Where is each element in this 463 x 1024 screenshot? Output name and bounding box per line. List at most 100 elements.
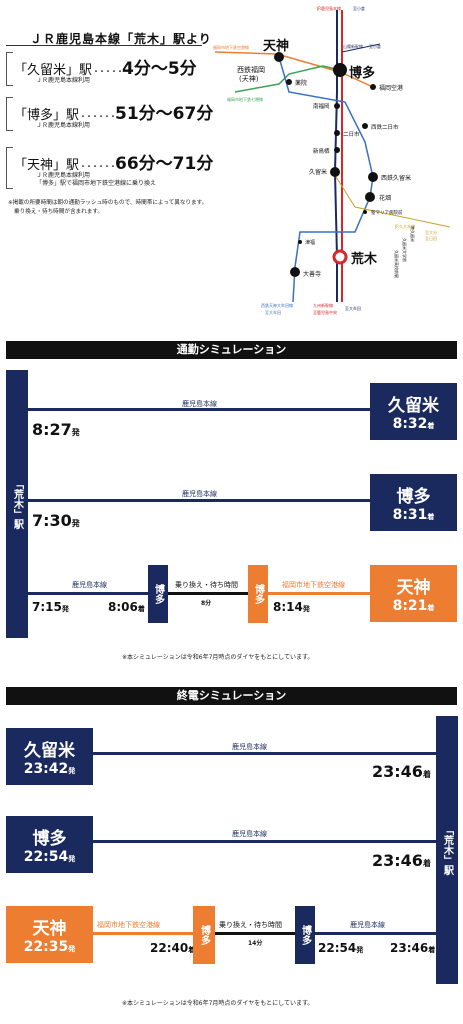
arrive-suffix: 着 bbox=[427, 513, 435, 521]
map-label-nishitetsu-line: 西鉄天神大牟田線 bbox=[261, 302, 293, 308]
map-label-hanabatake: 花畑 bbox=[379, 194, 391, 202]
map-label-nishitetsu-fukuoka-sub: (天神) bbox=[239, 74, 259, 83]
map-label-airport: 福岡空港 bbox=[379, 84, 403, 92]
commute-heading: 通勤シミュレーション bbox=[6, 341, 457, 359]
route-note-transfer: 「博多」駅で福岡市地下鉄空港線に乗り換え bbox=[36, 180, 157, 187]
depart-time: 8:14 bbox=[273, 600, 303, 614]
last-train-heading: 終電シミュレーション bbox=[6, 687, 457, 705]
map-label-subway-nanakuma: 福岡市地下鉄七隈線 bbox=[227, 96, 263, 102]
last-row3-wait-time: 14分 bbox=[248, 940, 263, 947]
map-label-jr-line: JR鹿児島本線 bbox=[316, 5, 341, 11]
origin-name: 天神 bbox=[32, 919, 67, 939]
arrive-time: 8:21 bbox=[392, 598, 428, 614]
last-row1-line-label: 鹿児島本線 bbox=[232, 743, 267, 751]
map-label-minami-kurume: 南久留米 bbox=[410, 226, 416, 242]
depart-time: 7:30 bbox=[32, 511, 72, 530]
route-time: 4分～5分 bbox=[122, 59, 197, 79]
route-bracket bbox=[6, 97, 13, 131]
map-label-to-kokura2: 至小倉 bbox=[369, 43, 381, 49]
last-train-dest-label: 「荒木」駅 bbox=[441, 825, 453, 875]
last-row3-wait-line bbox=[215, 932, 295, 935]
commute-row2-line-label: 鹿児島本線 bbox=[182, 490, 217, 498]
origin-name: 博多 bbox=[32, 829, 67, 849]
map-label-yakuin: 薬院 bbox=[295, 79, 307, 87]
arrive-suffix: 着 bbox=[422, 770, 431, 779]
commute-row2-line bbox=[28, 499, 370, 502]
route-dots: ・・・・・ bbox=[92, 67, 124, 76]
commute-row3-wait-line bbox=[168, 592, 248, 595]
commute-origin-label: 「荒木」駅 bbox=[11, 479, 23, 529]
arrive-suffix: 着 bbox=[188, 946, 196, 954]
route-disclaimer: ※掲載の所要時間は朝の通勤ラッシュ時のもので、時間帯によって異なります。 bbox=[8, 200, 208, 206]
route-station: 「天神」駅 bbox=[14, 158, 80, 173]
route-dots: ・・・・・・ bbox=[79, 162, 117, 171]
origin-name: 久留米 bbox=[24, 741, 75, 761]
route-station: 「博多」駅 bbox=[14, 108, 80, 123]
commute-row3-transfer-station: 博多 bbox=[148, 565, 168, 623]
last-row3-arrive: 23:46着 bbox=[390, 941, 435, 955]
map-label-nishitetsu-omuta: 至大牟田 bbox=[265, 309, 281, 315]
map-label-subway-kuko: 福岡市地下鉄空港線 bbox=[213, 44, 249, 50]
route-note: ＪＲ鹿児島本線利用 bbox=[36, 172, 91, 179]
map-label-shintosu: 新鳥栖 bbox=[313, 147, 330, 155]
last-row3-line2-label: 鹿児島本線 bbox=[350, 921, 385, 929]
dest-arrive: 8:31着 bbox=[393, 507, 435, 523]
route-station: 「久留米」駅 bbox=[14, 63, 93, 78]
map-label-n-kurume: 西鉄久留米 bbox=[381, 174, 411, 182]
last-train-dest-station: 「荒木」駅 bbox=[436, 716, 458, 984]
map-label-daizenji: 大善寺 bbox=[303, 270, 321, 278]
map-station-futsukaichi bbox=[334, 130, 340, 136]
last-row2-line bbox=[93, 840, 436, 843]
commute-row1-dest: 久留米 8:32着 bbox=[370, 383, 457, 440]
commute-row3-line1-label: 鹿児島本線 bbox=[72, 581, 107, 589]
commute-row3-line1 bbox=[28, 592, 148, 595]
dest-name: 久留米 bbox=[388, 396, 439, 416]
map-station-araki bbox=[332, 249, 348, 265]
transfer-station-label: 博多 bbox=[152, 584, 164, 604]
map-line-sanyo bbox=[341, 43, 381, 53]
map-station-kurume bbox=[330, 167, 340, 177]
commute-row1-depart: 8:27発 bbox=[32, 420, 80, 439]
map-station-tsubuku bbox=[298, 240, 302, 244]
depart-time: 22:54 bbox=[318, 941, 357, 955]
commute-row3-wait-time: 8分 bbox=[201, 600, 212, 607]
last-row3-transfer-arrive: 22:40着 bbox=[150, 941, 195, 955]
origin-depart: 22:35発 bbox=[24, 939, 76, 955]
map-label-kyushu-shinkansen: 九州新幹線 bbox=[313, 302, 333, 308]
commute-row3-transfer-depart: 8:14発 bbox=[273, 600, 310, 614]
transfer-station-label: 博多 bbox=[299, 925, 311, 945]
last-row2-arrive: 23:46着 bbox=[372, 851, 431, 870]
depart-time: 22:35 bbox=[23, 939, 69, 955]
commute-row2-dest: 博多 8:31着 bbox=[370, 474, 457, 531]
map-line-nishitetsu bbox=[278, 56, 374, 303]
map-label-to-oita2: 至日田 bbox=[425, 236, 437, 241]
arrive-time: 23:46 bbox=[372, 762, 423, 781]
transfer-station-label: 博多 bbox=[198, 925, 210, 945]
depart-suffix: 発 bbox=[71, 428, 80, 437]
last-row1-arrive: 23:46着 bbox=[372, 762, 431, 781]
map-station-daizenji bbox=[290, 267, 300, 277]
map-label-to-kagoshima: 至鹿児島中央 bbox=[313, 309, 337, 315]
arrive-suffix: 着 bbox=[137, 605, 145, 613]
map-line-kudai bbox=[332, 171, 451, 228]
arrive-suffix: 着 bbox=[422, 859, 431, 868]
route-bracket bbox=[6, 52, 13, 86]
last-train-note: ※本シミュレーションは令和6年7月時点のダイヤをもとにしています。 bbox=[122, 1000, 314, 1007]
map-label-nishitetsu-fukuoka: 西鉄福岡 bbox=[237, 65, 265, 74]
map-label-kurume-daigaku: 久留米大学前 bbox=[402, 238, 408, 262]
arrive-time: 8:31 bbox=[392, 507, 428, 523]
commute-row3-transfer-arrive: 8:06着 bbox=[108, 600, 145, 614]
map-label-to-kokura: 至小倉 bbox=[353, 5, 365, 11]
route-note: ＪＲ鹿児島本線利用 bbox=[36, 77, 91, 84]
dest-name: 博多 bbox=[396, 487, 431, 507]
last-row3-wait-label: 乗り換え・待ち時間 bbox=[219, 921, 282, 929]
route-time: 66分～71分 bbox=[115, 154, 214, 174]
map-station-n-kurume bbox=[368, 172, 378, 182]
last-row3-line1-label: 福岡市地下鉄空港線 bbox=[97, 921, 160, 929]
depart-suffix: 発 bbox=[68, 945, 76, 953]
commute-origin-station: 「荒木」駅 bbox=[6, 370, 28, 638]
origin-depart: 23:42発 bbox=[24, 761, 76, 777]
origin-depart: 22:54発 bbox=[24, 849, 76, 865]
last-row3-origin: 天神 22:35発 bbox=[6, 906, 93, 963]
map-station-yakuin bbox=[286, 79, 292, 85]
